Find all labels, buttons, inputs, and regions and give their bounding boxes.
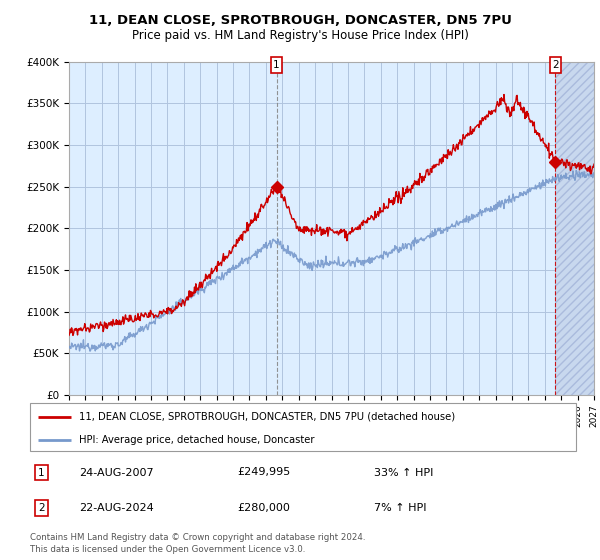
Text: 24-AUG-2007: 24-AUG-2007	[79, 468, 154, 478]
Text: 7% ↑ HPI: 7% ↑ HPI	[374, 503, 427, 513]
Text: 11, DEAN CLOSE, SPROTBROUGH, DONCASTER, DN5 7PU: 11, DEAN CLOSE, SPROTBROUGH, DONCASTER, …	[89, 14, 511, 27]
Text: 1: 1	[38, 468, 45, 478]
Text: £249,995: £249,995	[238, 468, 291, 478]
Text: 1: 1	[273, 60, 280, 70]
Text: Contains HM Land Registry data © Crown copyright and database right 2024.
This d: Contains HM Land Registry data © Crown c…	[30, 533, 365, 554]
Text: Price paid vs. HM Land Registry's House Price Index (HPI): Price paid vs. HM Land Registry's House …	[131, 29, 469, 42]
Text: 2: 2	[38, 503, 45, 513]
Text: £280,000: £280,000	[238, 503, 290, 513]
Text: 33% ↑ HPI: 33% ↑ HPI	[374, 468, 433, 478]
Text: 22-AUG-2024: 22-AUG-2024	[79, 503, 154, 513]
Polygon shape	[556, 62, 594, 395]
Text: HPI: Average price, detached house, Doncaster: HPI: Average price, detached house, Donc…	[79, 435, 314, 445]
Text: 2: 2	[552, 60, 559, 70]
Text: 11, DEAN CLOSE, SPROTBROUGH, DONCASTER, DN5 7PU (detached house): 11, DEAN CLOSE, SPROTBROUGH, DONCASTER, …	[79, 412, 455, 422]
